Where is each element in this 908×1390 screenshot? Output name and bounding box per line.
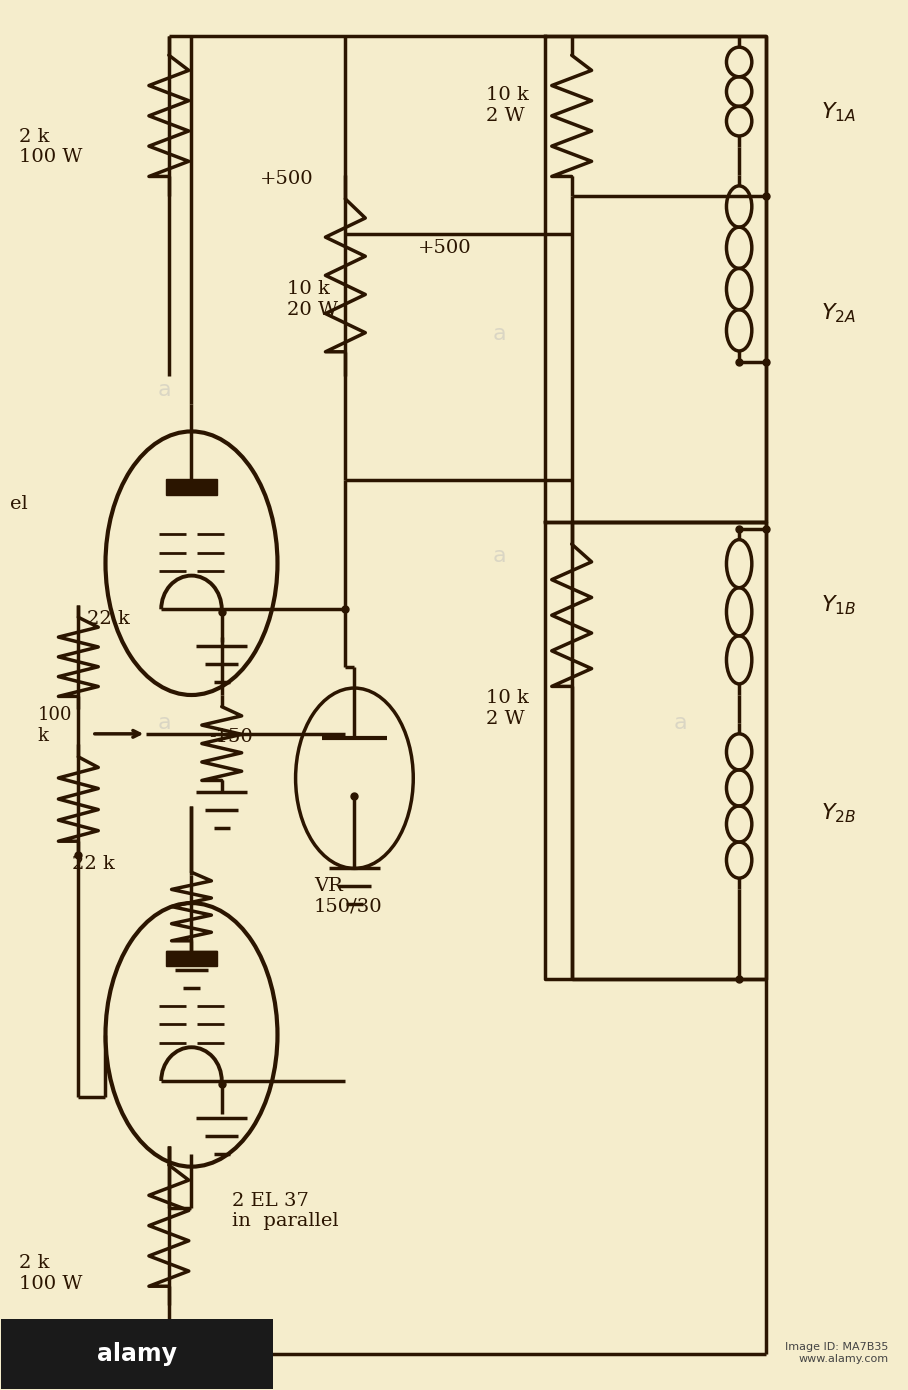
Text: a: a [492,324,506,345]
Text: 2 EL 37
in  parallel: 2 EL 37 in parallel [232,1191,339,1230]
Text: -150: -150 [210,727,253,745]
Text: 2 k
100 W: 2 k 100 W [19,128,83,167]
Text: 2 k
100 W: 2 k 100 W [19,1254,83,1293]
Text: el: el [10,495,28,513]
Text: +500: +500 [260,170,313,188]
Text: VR
150/30: VR 150/30 [313,877,382,916]
Text: 22 k: 22 k [72,855,115,873]
Text: a: a [674,713,687,733]
Bar [165,951,217,966]
Text: alamy: alamy [97,1341,177,1366]
Text: Image ID: MA7B35
www.alamy.com: Image ID: MA7B35 www.alamy.com [785,1341,889,1364]
Text: $Y_{2A}$: $Y_{2A}$ [821,302,855,325]
Text: 100
k: 100 k [37,706,72,745]
Text: 22 k: 22 k [87,610,130,628]
Text: a: a [492,546,506,566]
Text: $Y_{2B}$: $Y_{2B}$ [821,801,856,824]
Bar [165,480,217,495]
FancyBboxPatch shape [2,1319,273,1389]
Text: 10 k
2 W: 10 k 2 W [486,689,528,728]
Text: 10 k
20 W: 10 k 20 W [287,281,338,320]
Text: +500: +500 [418,239,471,257]
Text: $Y_{1B}$: $Y_{1B}$ [821,594,856,617]
Text: a: a [157,713,171,733]
Text: a: a [157,379,171,400]
Text: $Y_{1A}$: $Y_{1A}$ [821,100,855,124]
Text: 10 k
2 W: 10 k 2 W [486,86,528,125]
